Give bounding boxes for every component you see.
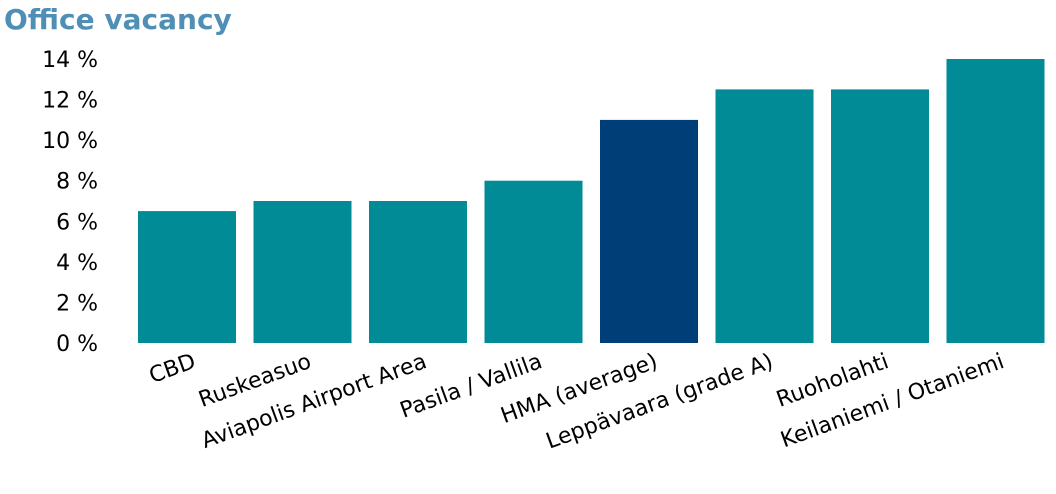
- bar: [484, 180, 583, 343]
- bar: [600, 119, 698, 344]
- bar: [138, 211, 236, 343]
- y-tick-label: 6 %: [56, 210, 98, 235]
- chart-title: Office vacancy: [4, 3, 232, 36]
- x-category-label: CBD: [146, 349, 199, 389]
- y-tick-label: 2 %: [56, 291, 98, 316]
- y-axis: 0 % 2 % 4 % 6 % 8 % 10 % 12 % 14 %: [42, 48, 98, 357]
- y-tick-label: 12 %: [42, 89, 98, 114]
- bar: [946, 59, 1045, 343]
- bar: [369, 201, 467, 343]
- bar: [831, 89, 929, 344]
- y-tick-label: 10 %: [42, 129, 98, 154]
- y-tick-label: 0 %: [56, 332, 98, 357]
- y-tick-label: 14 %: [42, 48, 98, 73]
- bars: [138, 59, 1045, 344]
- y-tick-label: 4 %: [56, 251, 98, 276]
- bar: [253, 201, 352, 343]
- y-tick-label: 8 %: [56, 170, 98, 195]
- bar: [715, 89, 814, 344]
